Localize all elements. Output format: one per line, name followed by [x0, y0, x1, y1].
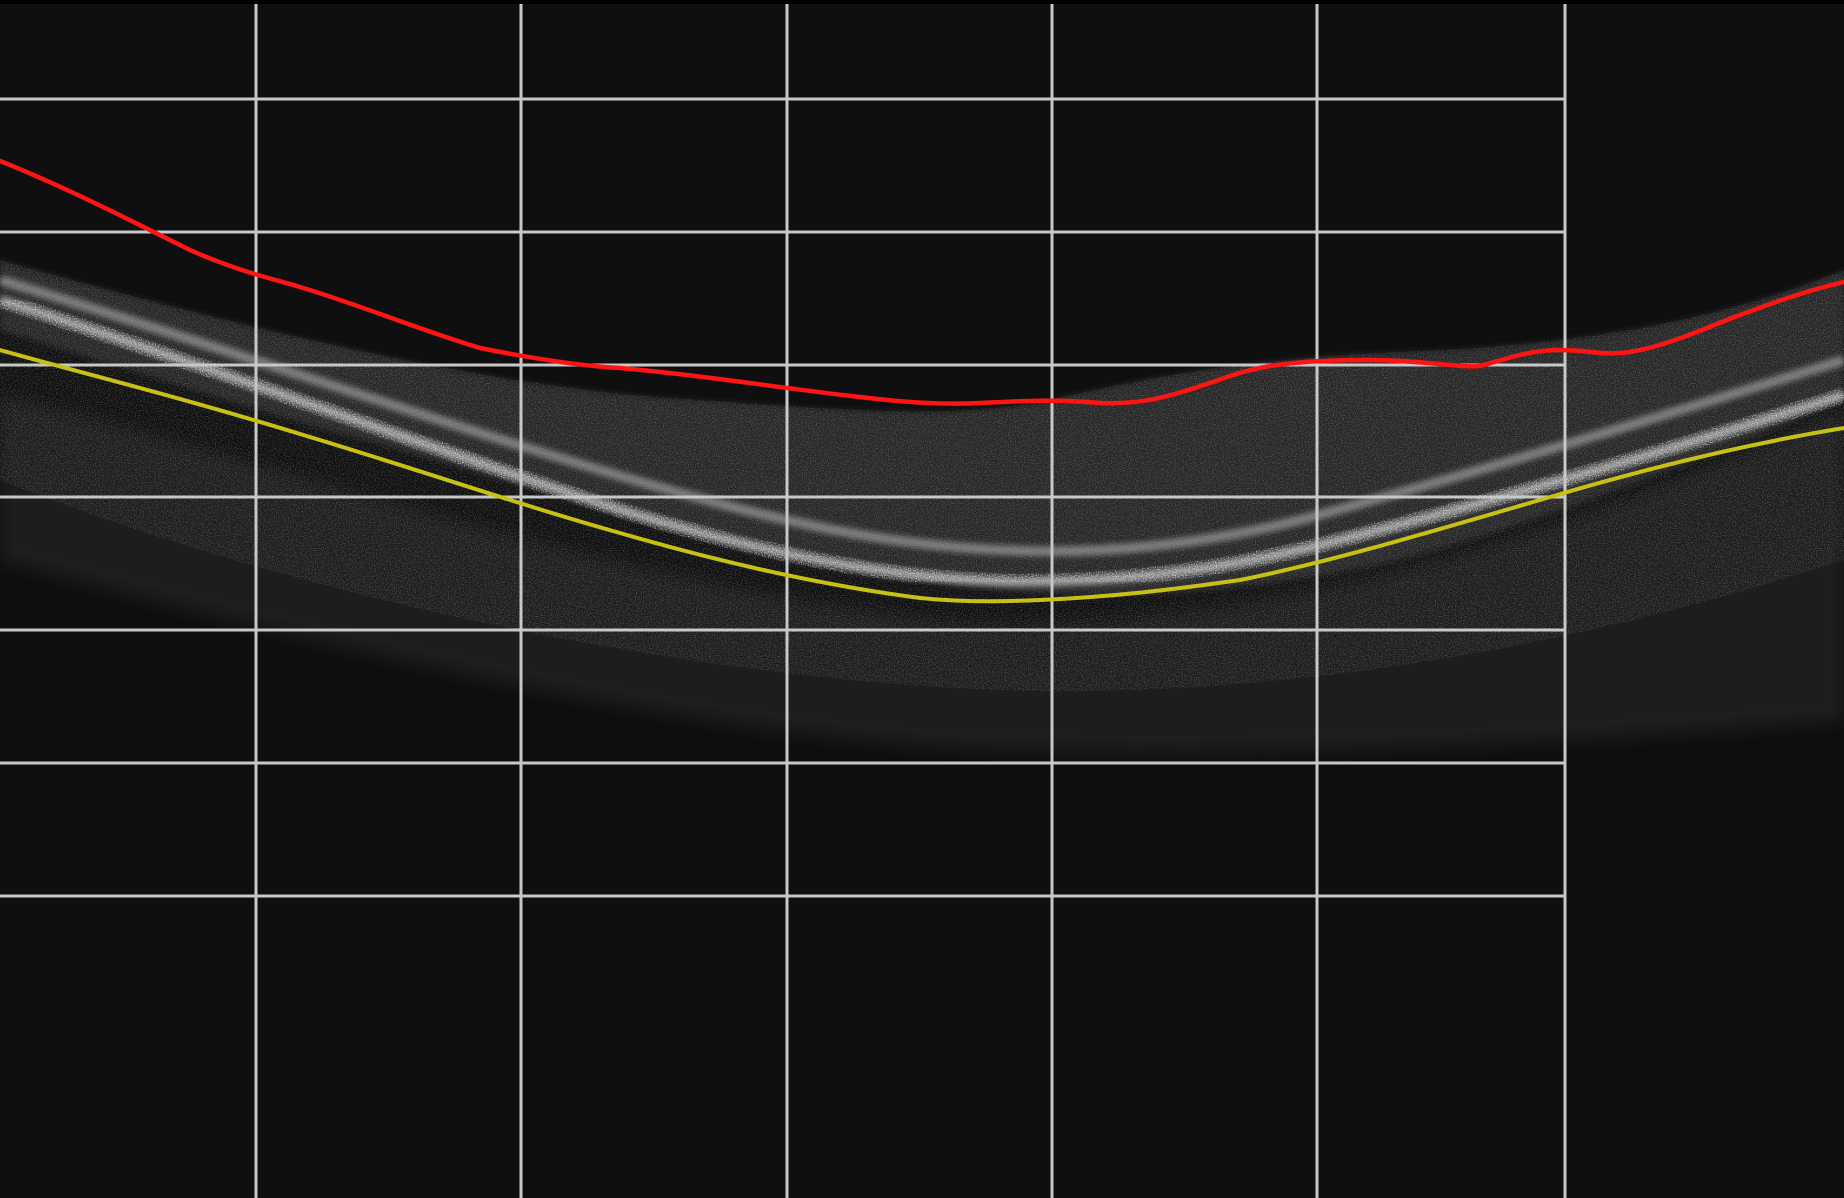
- top-border: [0, 0, 1844, 4]
- speckle-texture: [0, 260, 1844, 692]
- rpe-band-1: [0, 275, 1844, 557]
- upper-boundary-line: [0, 158, 1844, 406]
- rpe-speckle: [0, 292, 1844, 591]
- lower-boundary-line: [0, 348, 1844, 604]
- measurement-grid: [0, 4, 1567, 1198]
- retina-tissue: [0, 260, 1844, 753]
